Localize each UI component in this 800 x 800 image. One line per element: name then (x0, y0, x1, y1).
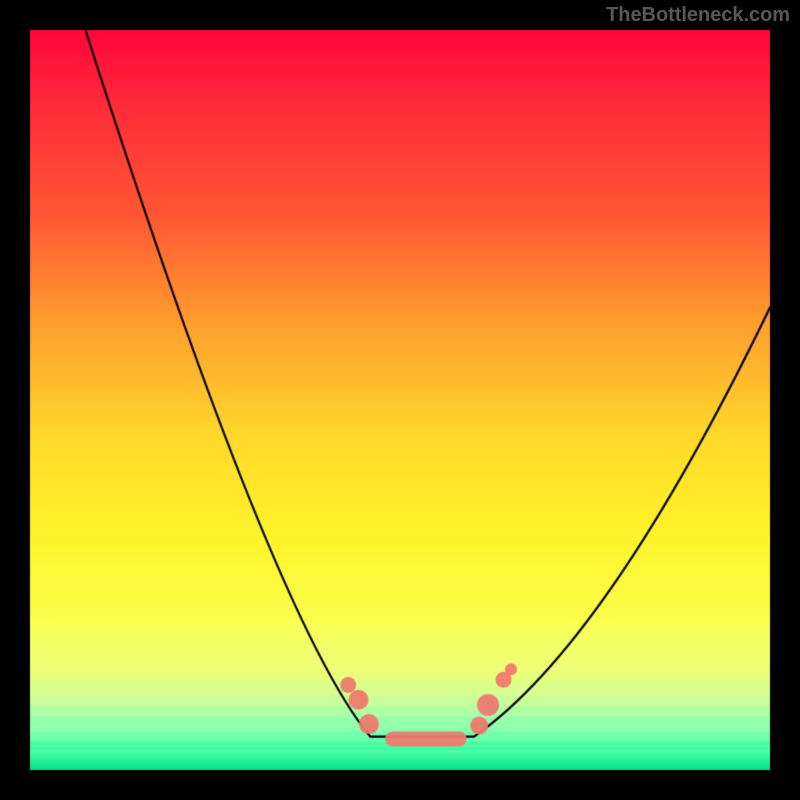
chart-container: TheBottleneck.com (0, 0, 800, 800)
bottleneck-curve-chart (0, 0, 800, 800)
